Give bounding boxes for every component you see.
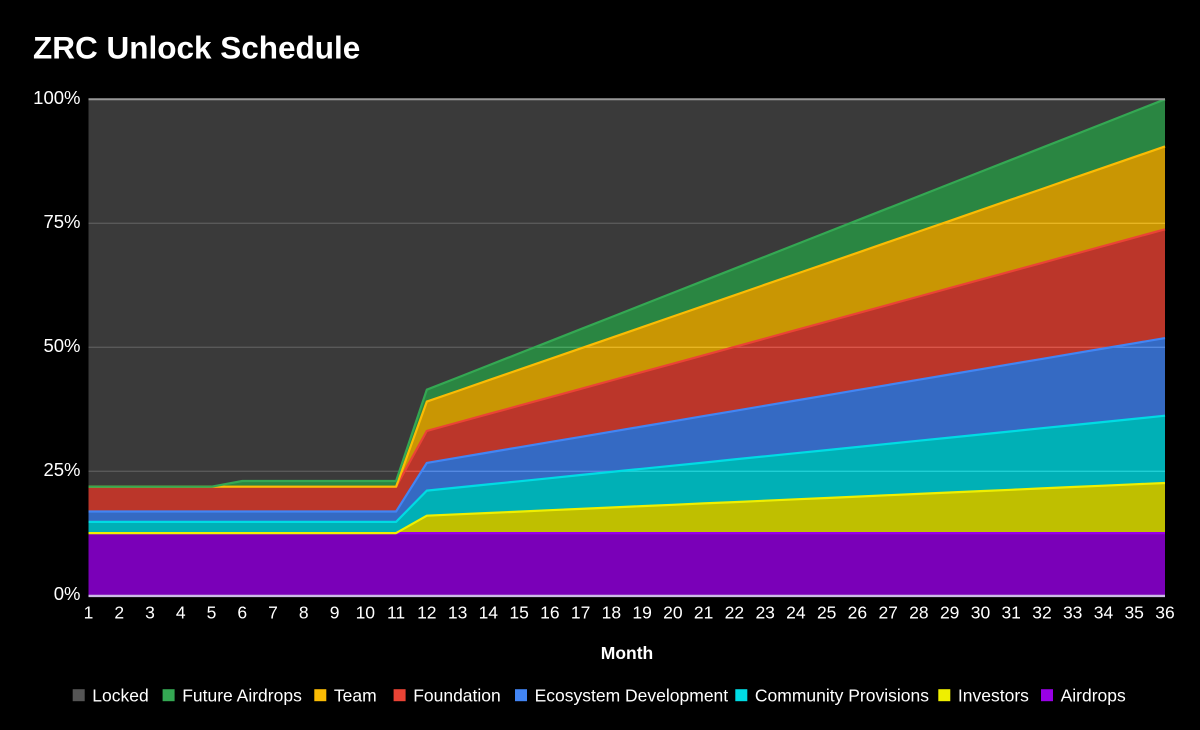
svg-text:10: 10 xyxy=(356,603,376,623)
svg-text:17: 17 xyxy=(571,603,590,623)
svg-text:Month: Month xyxy=(601,643,653,663)
svg-text:50%: 50% xyxy=(43,335,80,356)
svg-text:15: 15 xyxy=(509,603,528,623)
svg-text:25%: 25% xyxy=(43,459,80,480)
svg-text:100%: 100% xyxy=(33,87,80,108)
svg-text:6: 6 xyxy=(237,603,247,623)
svg-text:29: 29 xyxy=(940,603,959,623)
svg-text:28: 28 xyxy=(909,603,928,623)
svg-text:4: 4 xyxy=(176,603,186,623)
svg-text:Locked: Locked xyxy=(92,685,148,705)
svg-text:Ecosystem Development: Ecosystem Development xyxy=(535,685,729,705)
svg-text:1: 1 xyxy=(84,603,94,623)
svg-text:34: 34 xyxy=(1094,603,1114,623)
svg-text:23: 23 xyxy=(755,603,774,623)
svg-text:11: 11 xyxy=(387,603,405,623)
svg-text:14: 14 xyxy=(479,603,499,623)
svg-text:7: 7 xyxy=(268,603,278,623)
svg-text:5: 5 xyxy=(207,603,217,623)
svg-text:32: 32 xyxy=(1032,603,1051,623)
svg-text:18: 18 xyxy=(602,603,621,623)
svg-text:33: 33 xyxy=(1063,603,1082,623)
svg-text:22: 22 xyxy=(725,603,744,623)
svg-text:30: 30 xyxy=(971,603,991,623)
svg-text:Investors: Investors xyxy=(958,685,1029,705)
svg-text:Airdrops: Airdrops xyxy=(1061,685,1126,705)
svg-text:16: 16 xyxy=(540,603,559,623)
svg-text:Future Airdrops: Future Airdrops xyxy=(182,685,302,705)
svg-text:9: 9 xyxy=(330,603,340,623)
svg-text:27: 27 xyxy=(878,603,897,623)
svg-text:3: 3 xyxy=(145,603,155,623)
svg-text:25: 25 xyxy=(817,603,836,623)
svg-text:21: 21 xyxy=(694,603,713,623)
svg-text:35: 35 xyxy=(1124,603,1143,623)
svg-text:0%: 0% xyxy=(54,583,81,604)
svg-text:Foundation: Foundation xyxy=(413,685,501,705)
svg-text:8: 8 xyxy=(299,603,309,623)
svg-text:ZRC Unlock Schedule: ZRC Unlock Schedule xyxy=(33,29,360,65)
svg-text:26: 26 xyxy=(848,603,867,623)
svg-text:19: 19 xyxy=(632,603,651,623)
svg-text:20: 20 xyxy=(663,603,683,623)
svg-text:36: 36 xyxy=(1155,603,1174,623)
svg-text:Community Provisions: Community Provisions xyxy=(755,685,929,705)
svg-text:Team: Team xyxy=(334,685,377,705)
svg-text:31: 31 xyxy=(1001,603,1020,623)
svg-text:24: 24 xyxy=(786,603,806,623)
svg-text:2: 2 xyxy=(114,603,124,623)
svg-text:12: 12 xyxy=(417,603,436,623)
svg-text:75%: 75% xyxy=(43,211,80,232)
svg-text:13: 13 xyxy=(448,603,467,623)
